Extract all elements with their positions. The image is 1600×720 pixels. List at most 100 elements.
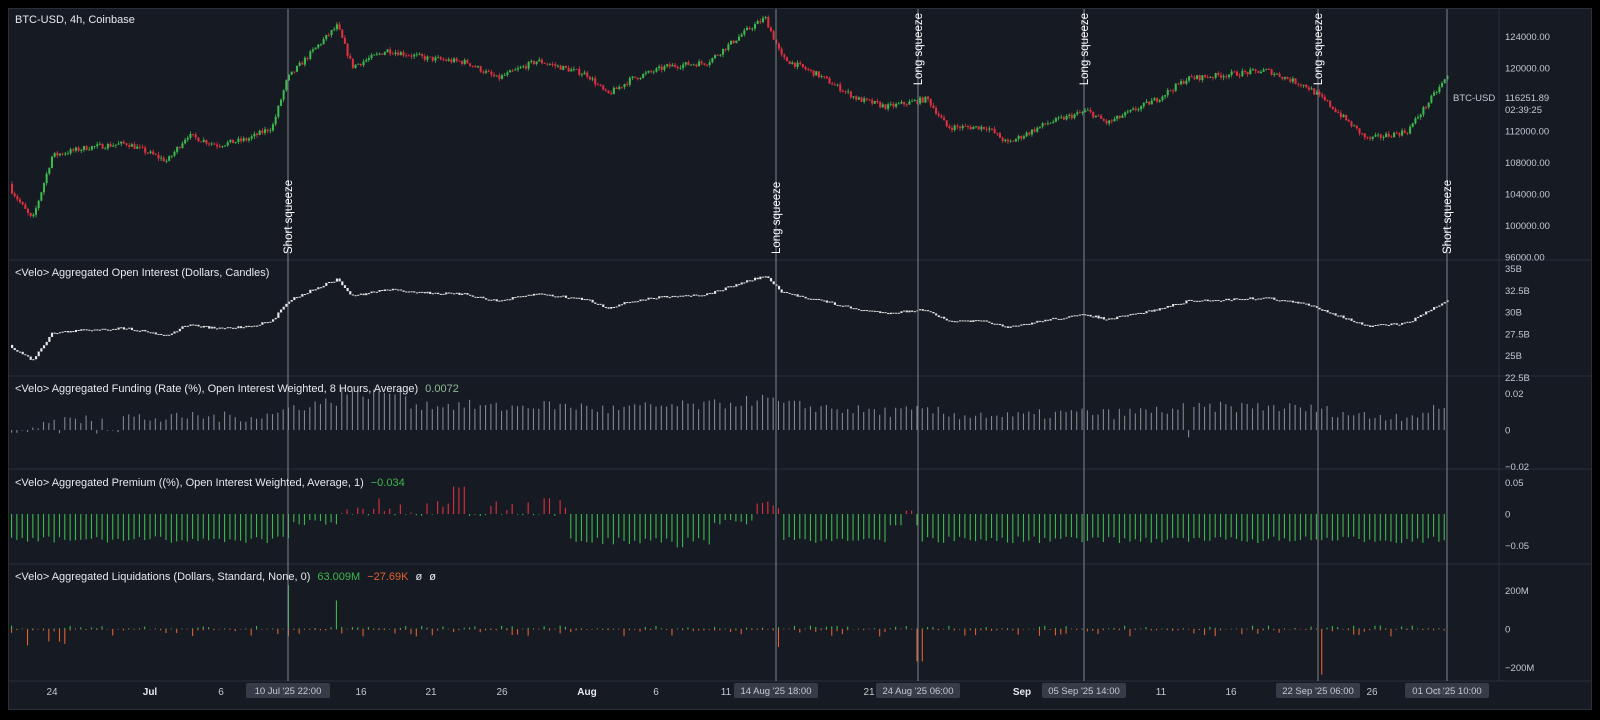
oi-candle bbox=[197, 324, 200, 327]
liq-long-bar bbox=[96, 628, 98, 629]
liq-long-bar bbox=[165, 628, 167, 629]
funding-bar bbox=[453, 409, 455, 430]
price-candle bbox=[112, 143, 115, 147]
price-candle bbox=[277, 105, 280, 119]
price-candle bbox=[772, 29, 775, 41]
price-candle bbox=[405, 52, 408, 58]
oi-candle bbox=[434, 292, 437, 294]
premium-bar bbox=[11, 514, 13, 538]
price-candle bbox=[916, 99, 919, 105]
oi-candle bbox=[1174, 304, 1177, 306]
funding-bar bbox=[1267, 405, 1270, 430]
funding-bar bbox=[820, 406, 822, 430]
funding-bar bbox=[889, 416, 891, 430]
time-axis[interactable]: 24Jul611162126Aug611162126Sep611162126Oc… bbox=[46, 683, 1489, 698]
liq-short-bar bbox=[628, 629, 630, 631]
oi-candle bbox=[1046, 319, 1050, 321]
oi-candle bbox=[66, 331, 70, 333]
oi-candle bbox=[287, 301, 291, 304]
funding-bar bbox=[42, 421, 45, 430]
price-candle bbox=[1142, 102, 1145, 109]
premium-histogram[interactable] bbox=[11, 486, 1445, 548]
price-candle bbox=[1009, 139, 1012, 143]
price-candle bbox=[815, 70, 818, 76]
price-candle bbox=[833, 82, 836, 86]
price-candle bbox=[141, 144, 144, 149]
liq-long-bar bbox=[250, 628, 252, 629]
liq-short-bar bbox=[506, 629, 508, 631]
oi-candle bbox=[780, 289, 783, 293]
premium-bar bbox=[948, 514, 950, 537]
premium-bar bbox=[144, 514, 146, 541]
liquidations-histogram[interactable] bbox=[11, 585, 1445, 675]
price-candle bbox=[604, 88, 607, 93]
price-candles[interactable] bbox=[11, 15, 1449, 218]
price-candle bbox=[940, 113, 943, 119]
right-price-axes[interactable]: 124000.00120000.00116000.00112000.001080… bbox=[1505, 32, 1550, 674]
price-candle bbox=[1230, 69, 1233, 78]
liq-long-bar bbox=[554, 628, 556, 629]
open-interest-candles[interactable] bbox=[11, 276, 1449, 361]
funding-bar bbox=[1305, 411, 1307, 430]
price-candle bbox=[1044, 123, 1047, 126]
oi-candle bbox=[596, 303, 600, 305]
event-date-badge: 22 Sep '25 06:00 bbox=[1276, 683, 1360, 698]
liq-short-bar bbox=[1193, 629, 1195, 634]
oi-candle bbox=[120, 327, 123, 329]
funding-bar bbox=[1299, 407, 1301, 430]
liq-short-bar bbox=[580, 629, 582, 630]
oi-candle bbox=[1062, 318, 1066, 320]
price-candle bbox=[442, 57, 445, 62]
oi-candle bbox=[1286, 300, 1289, 302]
oi-candle bbox=[599, 303, 602, 305]
chart-window[interactable]: Short squeeze Long squeeze Long squeeze Lon… bbox=[8, 8, 1592, 710]
oi-candle bbox=[1409, 321, 1412, 323]
liq-long-bar bbox=[820, 628, 822, 629]
liq-short-bar bbox=[730, 629, 732, 633]
price-candle bbox=[1355, 125, 1358, 130]
oi-candle bbox=[144, 329, 147, 332]
oi-candle bbox=[90, 330, 94, 332]
price-candle bbox=[543, 62, 546, 65]
premium-bar bbox=[160, 514, 162, 537]
oi-candle bbox=[1001, 324, 1004, 327]
funding-bar bbox=[911, 409, 913, 430]
premium-bar bbox=[495, 501, 497, 514]
funding-axis-tick: −0.02 bbox=[1505, 462, 1529, 473]
price-candle bbox=[122, 139, 125, 145]
oi-candle bbox=[250, 326, 253, 328]
liq-short-bar bbox=[809, 629, 811, 630]
price-candle bbox=[186, 135, 189, 143]
liq-long-bar bbox=[394, 628, 396, 629]
price-candle bbox=[391, 51, 394, 55]
funding-histogram[interactable] bbox=[11, 387, 1445, 438]
liq-short-bar bbox=[48, 629, 50, 642]
oi-candle bbox=[1153, 309, 1156, 312]
liq-short-bar bbox=[799, 629, 801, 633]
liq-axis-tick: 200M bbox=[1505, 586, 1529, 597]
price-candle bbox=[796, 60, 799, 70]
price-candle bbox=[764, 15, 767, 20]
premium-bar bbox=[1049, 514, 1051, 542]
liq-short-bar bbox=[527, 629, 529, 636]
premium-bar bbox=[564, 507, 566, 514]
liq-short-bar bbox=[1411, 629, 1413, 630]
price-candle bbox=[1398, 132, 1401, 138]
oi-candle bbox=[1140, 312, 1143, 314]
price-candle bbox=[1299, 83, 1302, 88]
liq-short-bar bbox=[74, 629, 77, 630]
price-candle bbox=[418, 52, 421, 56]
price-candle bbox=[620, 86, 623, 89]
oi-candle bbox=[1102, 317, 1105, 320]
price-candle bbox=[913, 98, 916, 102]
liq-long-bar bbox=[357, 627, 359, 629]
oi-candle bbox=[1204, 299, 1207, 301]
price-candle bbox=[887, 102, 890, 112]
price-candle bbox=[450, 57, 453, 64]
price-candle bbox=[1182, 79, 1185, 85]
price-candle bbox=[674, 62, 677, 69]
time-axis-label: Aug bbox=[577, 687, 596, 698]
premium-bar bbox=[1289, 514, 1291, 542]
oi-candle bbox=[266, 322, 269, 324]
